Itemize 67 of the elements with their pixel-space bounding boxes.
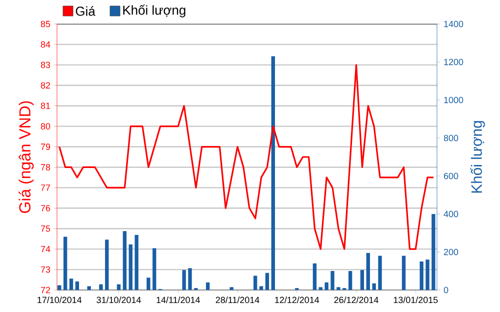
y-tick-label: 82 (40, 82, 50, 89)
bar (348, 271, 352, 290)
x-tick-label: 26/12/2014 (334, 296, 378, 304)
y2-tick-label: 200 (444, 248, 458, 256)
bar (146, 278, 150, 290)
y-tick-label: 81 (40, 102, 50, 110)
y-tick-label: 80 (40, 123, 50, 130)
bar (63, 236, 68, 290)
bar (134, 234, 138, 290)
bar (378, 256, 382, 290)
bar (128, 244, 132, 290)
bar (420, 262, 424, 290)
x-tick-label: 28/11/2014 (216, 296, 260, 304)
y-tick-label: 73 (40, 266, 50, 273)
y-tick-label: 77 (40, 184, 50, 191)
y-tick-label: 72 (40, 286, 50, 294)
y2-tick-label: 600 (444, 172, 458, 180)
y2-tick-label: 1200 (444, 58, 464, 66)
y2-tick-label: 1400 (444, 20, 464, 28)
y2-axis-title: Khối lượng (470, 121, 485, 193)
bar (360, 270, 364, 290)
bar (182, 270, 186, 290)
bar (105, 240, 109, 290)
y2-tick-label: 1000 (444, 96, 464, 104)
bar (259, 286, 264, 290)
y-tick-label: 85 (40, 20, 50, 28)
x-tick-label: 14/11/2014 (156, 296, 200, 304)
y-tick-label: 74 (40, 246, 50, 252)
bar (87, 286, 91, 290)
y-tick-label: 78 (40, 164, 50, 170)
bar (122, 231, 127, 290)
bar (271, 56, 275, 290)
legend-label: Khối lượng (123, 4, 186, 18)
bar (230, 287, 234, 290)
y-tick-label: 75 (40, 225, 50, 232)
bar (69, 278, 74, 290)
y2-tick-label: 0 (444, 286, 448, 294)
bar (206, 282, 210, 290)
legend-label: Giá (76, 6, 96, 16)
y-axis-title: Giá (ngân VND) (18, 101, 34, 213)
bar (372, 283, 376, 290)
bar (402, 256, 406, 290)
y-tick-label: 84 (40, 41, 50, 48)
x-tick-label: 17/10/2014 (38, 296, 82, 304)
bar (253, 276, 258, 290)
bar (116, 284, 121, 290)
bar (366, 252, 370, 290)
bar (58, 285, 62, 290)
bar (312, 263, 317, 290)
y-tick-label: 83 (40, 62, 50, 68)
bar (324, 282, 328, 290)
bar (330, 271, 334, 290)
x-tick-label: 12/12/2014 (275, 296, 320, 304)
y2-tick-label: 800 (444, 134, 458, 142)
bar (99, 284, 103, 290)
bar (188, 268, 192, 290)
y-tick-label: 76 (40, 204, 50, 212)
bar (336, 287, 340, 290)
x-tick-label: 13/01/2015 (394, 296, 438, 304)
y2-tick-label: 400 (444, 210, 458, 218)
bar (152, 248, 156, 290)
bar (426, 260, 430, 290)
y-tick-label: 79 (40, 144, 50, 150)
x-tick-label: 31/10/2014 (96, 296, 141, 304)
bar (265, 272, 270, 290)
bar (75, 281, 80, 290)
bar (318, 287, 322, 290)
